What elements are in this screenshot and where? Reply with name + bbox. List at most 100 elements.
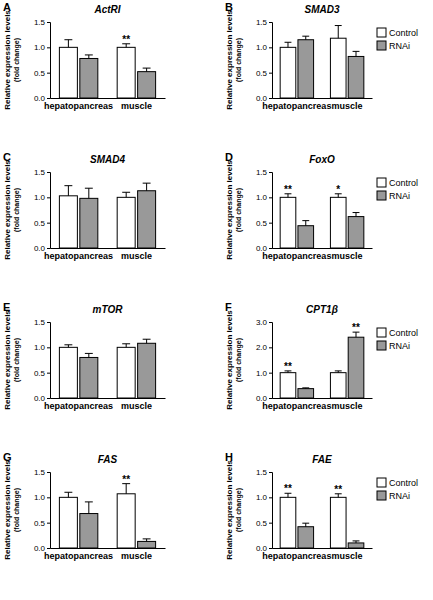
- x-tick: muscle: [121, 101, 152, 111]
- bar: [117, 347, 135, 398]
- x-tick-label: hepatopancreas: [44, 551, 113, 561]
- bar: [59, 47, 77, 98]
- y-axis-line: [269, 23, 273, 99]
- y-axis-line: [269, 173, 273, 249]
- y-axis-line: [269, 323, 273, 399]
- bar: [280, 497, 296, 548]
- bar: [330, 497, 346, 548]
- error-bar: [122, 192, 130, 197]
- x-axis: hepatopancreasmuscle: [44, 249, 165, 262]
- error-bar: [353, 541, 360, 543]
- bar: [298, 40, 314, 98]
- x-tick: muscle: [121, 551, 152, 561]
- y-tick-label: 1.5: [34, 18, 46, 27]
- y-tick: 1.0: [34, 43, 50, 52]
- error-bar: [122, 344, 130, 348]
- y-tick-mark: [269, 548, 272, 549]
- panel-label: B: [225, 1, 233, 13]
- y-tick-mark: [269, 223, 272, 224]
- y-tick: 1.5: [256, 168, 272, 177]
- y-tick-mark: [269, 172, 272, 173]
- legend-swatch: [377, 478, 386, 487]
- x-tick-label: hepatopancreas: [44, 101, 113, 111]
- bar: [330, 38, 346, 98]
- bar: [298, 527, 314, 548]
- panel: 0.00.51.01.5hepatopancreasmuscleRelative…: [225, 1, 418, 111]
- y-axis-title: (fold change): [235, 38, 243, 82]
- y-tick-mark: [47, 172, 50, 173]
- y-axis: 0.00.51.01.5: [256, 468, 273, 553]
- error-bar: [302, 523, 309, 527]
- significance: **: [122, 34, 130, 45]
- x-axis: hepatopancreasmuscle: [44, 399, 165, 412]
- x-tick: hepatopancreas: [262, 551, 331, 561]
- y-tick-mark: [47, 73, 50, 74]
- bar: [348, 217, 364, 248]
- y-tick: 3.0: [256, 318, 272, 327]
- x-tick: hepatopancreas: [44, 401, 113, 411]
- legend-swatch: [377, 41, 386, 50]
- x-axis: hepatopancreasmuscle: [262, 249, 372, 262]
- x-axis-line: [273, 98, 373, 99]
- y-tick-label: 3.0: [256, 318, 268, 327]
- y-axis-title: Relative expression levels: [225, 10, 234, 110]
- y-tick-label: 0.5: [34, 69, 46, 78]
- x-axis: hepatopancreasmuscle: [262, 99, 372, 112]
- legend-swatch: [377, 28, 386, 37]
- y-tick-label: 0.5: [34, 519, 46, 528]
- x-axis-line: [51, 548, 166, 549]
- title: SMAD3: [304, 4, 339, 15]
- x-tick-label: hepatopancreas: [262, 551, 331, 561]
- legend-swatch: [377, 341, 386, 350]
- y-tick: 0.5: [34, 519, 50, 528]
- y-tick-mark: [47, 373, 50, 374]
- x-tick: muscle: [332, 101, 363, 111]
- x-axis-line: [273, 248, 373, 249]
- y-tick-mark: [47, 98, 50, 99]
- y-tick: 1.5: [256, 18, 272, 27]
- bar: [117, 47, 135, 98]
- legend-label: Control: [389, 328, 418, 338]
- x-tick: hepatopancreas: [44, 101, 113, 111]
- y-axis-title: Relative expression levels: [3, 160, 12, 260]
- significance: *: [336, 184, 340, 195]
- x-axis: hepatopancreasmuscle: [262, 549, 372, 562]
- x-tick: hepatopancreas: [262, 401, 331, 411]
- bar: [330, 197, 346, 248]
- plot-area: [280, 26, 364, 98]
- plot-area: [59, 183, 155, 248]
- legend: ControlRNAi: [377, 328, 418, 351]
- panel: ***0.00.51.01.5hepatopancreasmuscleRelat…: [225, 151, 418, 261]
- y-axis: 0.01.02.03.0: [256, 318, 273, 403]
- y-tick-mark: [269, 197, 272, 198]
- y-tick: 0.5: [256, 519, 272, 528]
- y-tick: 1.5: [34, 18, 50, 27]
- y-axis: 0.00.51.01.5: [34, 168, 51, 253]
- error-bar: [285, 42, 292, 47]
- plot-area: [280, 194, 364, 248]
- y-tick-label: 1.5: [34, 168, 46, 177]
- panel: 0.00.51.01.5hepatopancreasmuscle Relative…: [3, 151, 166, 261]
- y-axis-title: (fold change): [13, 188, 21, 232]
- y-tick-mark: [269, 248, 272, 249]
- y-tick-mark: [47, 398, 50, 399]
- y-tick-label: 0.5: [256, 69, 268, 78]
- panel: **0.00.51.01.5hepatopancreasmuscleRelati…: [3, 1, 166, 111]
- y-tick-label: 1.0: [256, 369, 268, 378]
- x-tick-label: muscle: [332, 251, 363, 261]
- bar: [80, 58, 98, 98]
- significance: **: [122, 474, 130, 485]
- y-tick-mark: [47, 497, 50, 498]
- legend-label: RNAi: [389, 491, 410, 501]
- bar: [280, 197, 296, 248]
- panel-label: E: [3, 301, 10, 313]
- legend: ControlRNAi: [377, 178, 418, 201]
- error-bar: [353, 51, 360, 56]
- y-tick-label: 0.5: [256, 219, 268, 228]
- legend: ControlRNAi: [377, 28, 418, 51]
- y-tick: 1.0: [34, 343, 50, 352]
- y-tick-label: 1.5: [256, 18, 268, 27]
- bar: [138, 343, 156, 398]
- y-tick: 0.5: [34, 69, 50, 78]
- y-tick-mark: [47, 47, 50, 48]
